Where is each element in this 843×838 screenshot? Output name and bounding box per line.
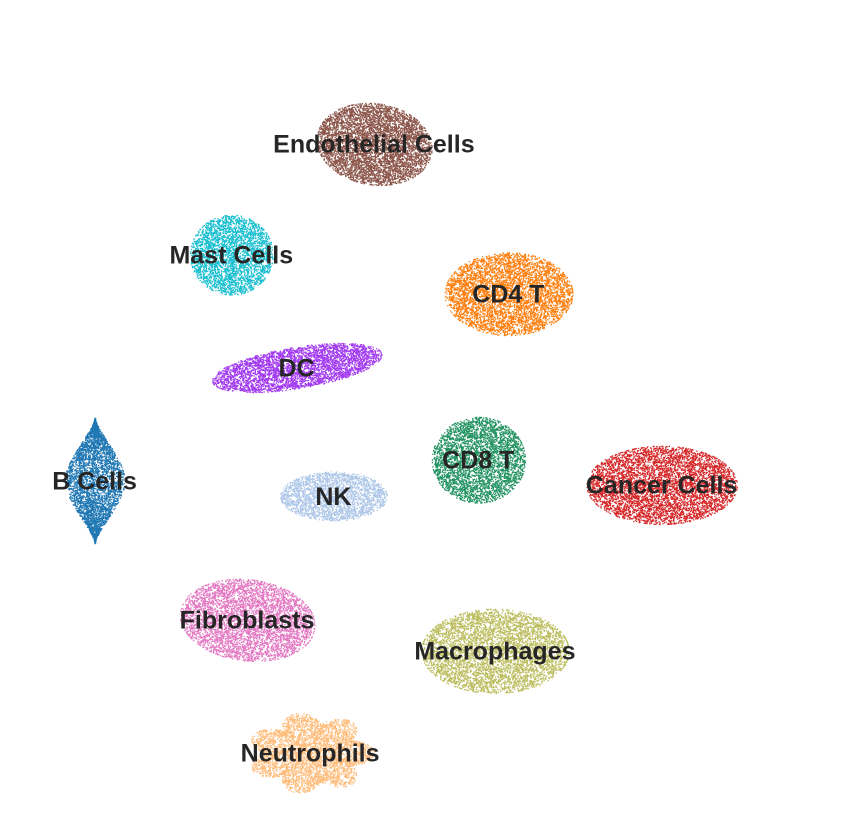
cluster-label-mast-cells: Mast Cells [169,241,293,269]
cluster-label-b-cells: B Cells [52,467,137,495]
cluster-nk [280,471,388,522]
cluster-label-macrophages: Macrophages [414,638,575,666]
cluster-mast-cells [190,214,274,296]
cluster-b-cells [64,417,126,545]
points-layer [64,102,738,794]
cluster-neutrophils [251,713,375,794]
cluster-label-cd4-t: CD4 T [472,281,544,309]
cluster-fibroblasts [180,578,316,663]
cluster-dc [212,342,383,394]
cluster-points-cancer-cells [586,445,738,526]
cluster-points-cd4-t [444,252,574,337]
cluster-points-macrophages [421,608,570,695]
cluster-label-fibroblasts: Fibroblasts [180,607,315,635]
cluster-points-dc [212,342,383,394]
cluster-label-neutrophils: Neutrophils [241,740,380,768]
cluster-macrophages [421,608,570,695]
labels-layer: Endothelial Cells Mast Cells CD4 T DC B Cell… [52,131,737,768]
cluster-label-endothelial-cells: Endothelial Cells [273,131,474,159]
cluster-cd4-t [444,252,574,337]
cluster-points-fibroblasts [180,578,316,663]
cluster-points-neutrophils [251,713,375,794]
cluster-endothelial-cells [316,102,433,187]
cluster-label-cd8-t: CD8 T [442,447,514,475]
cluster-points-nk [280,471,388,522]
cluster-points-endothelial-cells [316,102,433,187]
cluster-cancer-cells [586,445,738,526]
cluster-cd8-t [431,416,527,504]
cluster-points-mast-cells [190,214,274,296]
cluster-points-cd8-t [431,416,527,504]
cluster-label-dc: DC [279,354,315,382]
cluster-label-cancer-cells: Cancer Cells [586,472,737,500]
cluster-label-nk: NK [315,483,351,511]
cluster-points-b-cells [64,417,126,545]
